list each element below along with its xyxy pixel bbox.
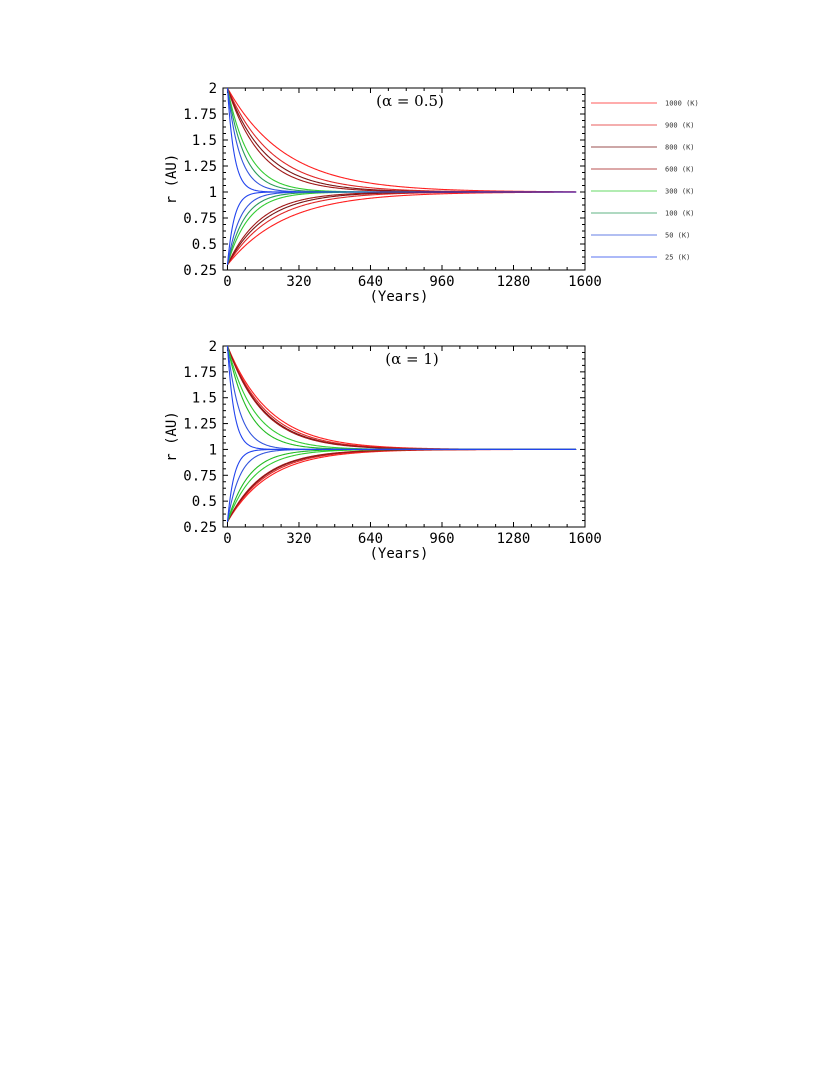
series-line-5-lower <box>226 191 577 265</box>
y-tick-label: 0.75 <box>183 211 217 227</box>
chart-title: (α = 1) <box>385 350 438 368</box>
y-tick-label: 1 <box>209 442 217 458</box>
y-axis-label: r (AU) <box>164 154 180 205</box>
y-tick-label: 0.25 <box>183 520 217 536</box>
series-line-4-lower <box>226 448 577 523</box>
legend-label-4: 300 (K) <box>665 188 695 196</box>
legend-label-2: 800 (K) <box>665 144 695 152</box>
x-tick-label: 1280 <box>497 531 531 547</box>
y-tick-label: 2 <box>209 81 217 97</box>
chart-alpha-0-5: 0 320 640 960 1280 1600 0.25 0.5 0.75 1 1.25 1.5 1.7… <box>164 81 602 305</box>
legend-label-7: 25 (K) <box>665 254 690 262</box>
x-tick-label: 0 <box>223 531 231 547</box>
plot-frame <box>222 345 586 528</box>
legend-label-0: 1000 (K) <box>665 100 699 108</box>
legend-label-6: 50 (K) <box>665 232 690 240</box>
x-tick-label: 640 <box>358 274 383 290</box>
y-tick-label: 0.5 <box>192 494 217 510</box>
legend-label-1: 900 (K) <box>665 122 695 130</box>
chart-title: (α = 0.5) <box>376 92 444 110</box>
legend-label-5: 100 (K) <box>665 210 695 218</box>
x-axis-label: (Years) <box>369 289 428 305</box>
x-tick-label: 320 <box>286 531 311 547</box>
y-tick-label: 1.25 <box>183 417 217 433</box>
x-tick-label: 1280 <box>497 274 531 290</box>
series-line-1-lower <box>227 191 577 266</box>
y-tick-label: 1.75 <box>183 107 217 123</box>
y-tick-label: 2 <box>209 339 217 355</box>
x-tick-label: 960 <box>429 531 454 547</box>
y-axis-label: r (AU) <box>164 411 180 462</box>
legend-label-3: 600 (K) <box>665 166 695 174</box>
y-tick-label: 0.25 <box>183 263 217 279</box>
y-tick-label: 1.5 <box>192 391 217 407</box>
x-tick-label: 0 <box>223 274 231 290</box>
series-line-3-lower <box>226 191 577 266</box>
x-axis-label: (Years) <box>369 546 428 562</box>
x-tick-label: 1600 <box>568 274 602 290</box>
series-line-6-lower <box>226 191 577 265</box>
y-tick-label: 0.75 <box>183 468 217 484</box>
series-line-7-lower <box>226 448 577 522</box>
x-tick-label: 1600 <box>568 531 602 547</box>
x-tick-label: 640 <box>358 531 383 547</box>
chart-alpha-1: 0 320 640 960 1280 1600 0.25 0.5 0.75 1 1.25 1.5 1.7… <box>164 339 602 562</box>
y-tick-label: 1.25 <box>183 159 217 175</box>
series-line-4-lower <box>226 191 577 265</box>
y-tick-label: 0.5 <box>192 237 217 253</box>
y-tick-label: 1.75 <box>183 365 217 381</box>
series-line-2-lower <box>226 191 577 266</box>
legend: 1000 (K) 900 (K) 800 (K) 600 (K) 300 (K) 100 … <box>591 100 699 262</box>
x-tick-label: 320 <box>286 274 311 290</box>
y-tick-label: 1.5 <box>192 133 217 149</box>
series-line-7-lower <box>226 191 577 265</box>
x-tick-label: 960 <box>429 274 454 290</box>
series-line-0-lower <box>227 191 577 266</box>
plot-frame <box>222 87 586 271</box>
y-tick-label: 1 <box>209 185 217 201</box>
